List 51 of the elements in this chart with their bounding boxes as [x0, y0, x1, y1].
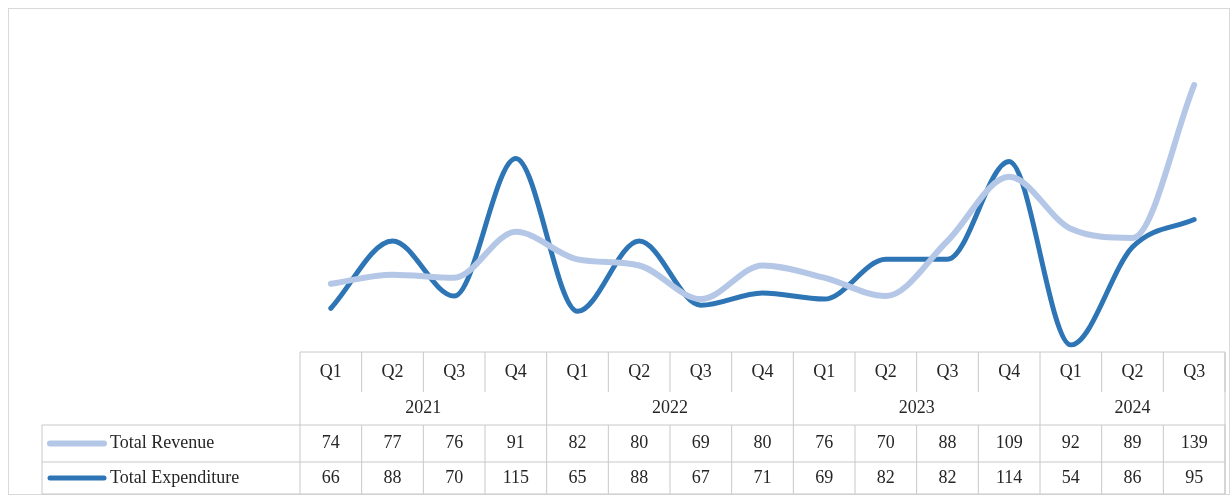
data-label: 54 [1061, 466, 1080, 487]
data-label: 69 [815, 466, 834, 487]
x-tick-label: Q1 [566, 360, 589, 381]
text: 2022 [652, 397, 688, 418]
data-label: 115 [502, 466, 530, 487]
x-tick-label: Q2 [381, 360, 404, 381]
data-label: 74 [321, 432, 340, 453]
data-label: 91 [506, 432, 525, 453]
data-label: 86 [1123, 466, 1142, 487]
legend-label: Total Revenue [110, 432, 215, 453]
text: 2023 [898, 397, 935, 418]
data-label: 76 [445, 432, 464, 453]
x-tick-label: Q2 [874, 360, 897, 381]
data-label: 77 [383, 432, 402, 453]
x-tick-label: Q4 [504, 360, 527, 381]
data-label: 70 [876, 432, 895, 453]
x-tick-label: Q3 [443, 360, 466, 381]
data-label: 92 [1061, 432, 1080, 453]
data-label: 139 [1180, 432, 1208, 453]
data-label: 80 [753, 432, 772, 453]
data-label: 71 [753, 466, 772, 487]
data-label: 88 [630, 466, 649, 487]
text: 2021 [405, 397, 442, 418]
data-label: 82 [568, 432, 587, 453]
data-label: 65 [568, 466, 587, 487]
x-tick-label: Q3 [936, 360, 959, 381]
data-label: 89 [1123, 432, 1142, 453]
x-tick-label: Q3 [689, 360, 712, 381]
x-tick-label: Q4 [998, 360, 1021, 381]
data-label: 114 [995, 466, 1023, 487]
data-label: 76 [815, 432, 834, 453]
data-label: 82 [876, 466, 895, 487]
x-tick-label: Q1 [1059, 360, 1082, 381]
x-tick-label: Q1 [319, 360, 342, 381]
data-label: 67 [691, 466, 710, 487]
text: 2024 [1114, 397, 1151, 418]
x-tick-label: Q2 [1121, 360, 1144, 381]
data-label: 109 [995, 432, 1023, 453]
data-label: 66 [321, 466, 340, 487]
data-label: 70 [445, 466, 464, 487]
x-tick-label: Q4 [751, 360, 774, 381]
data-label: 95 [1185, 466, 1204, 487]
legend-label: Total Expenditure [110, 466, 240, 487]
data-label: 88 [938, 432, 957, 453]
x-tick-label: Q1 [813, 360, 836, 381]
x-tick-label: Q2 [628, 360, 651, 381]
data-label: 88 [383, 466, 402, 487]
data-label: 82 [938, 466, 957, 487]
data-label: 80 [630, 432, 649, 453]
x-tick-label: Q3 [1183, 360, 1206, 381]
data-label: 69 [691, 432, 710, 453]
